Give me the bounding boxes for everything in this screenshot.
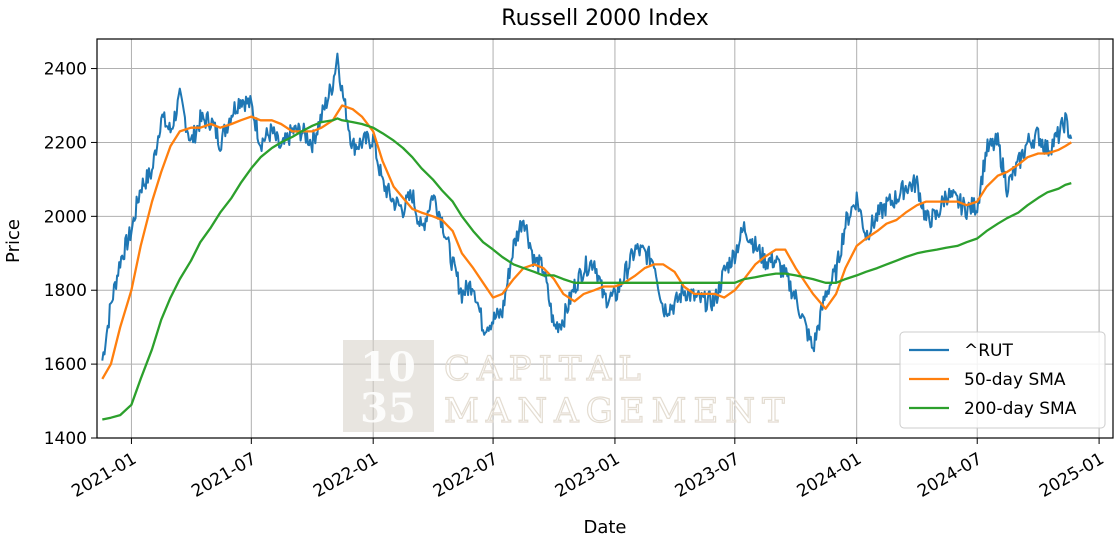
series-line-0 xyxy=(101,52,1073,361)
y-tick-label: 1800 xyxy=(44,281,87,301)
series-line-2 xyxy=(102,117,1072,421)
legend: ^RUT 50-day SMA 200-day SMA xyxy=(899,331,1106,429)
x-tick-label: 2021-07 xyxy=(188,449,260,502)
y-axis-label: Price xyxy=(3,219,24,263)
y-tick-label: 2400 xyxy=(44,60,87,80)
x-tick-label: 2024-07 xyxy=(914,449,986,502)
watermark-logo: 10 35 CAPITAL MANAGEMENT xyxy=(343,340,792,432)
x-tick-label: 2024-01 xyxy=(794,449,866,502)
x-axis-label: Date xyxy=(583,517,626,538)
legend-label: 50-day SMA xyxy=(964,370,1066,390)
x-tick-label: 2021-01 xyxy=(68,449,140,502)
x-tick-label: 2025-01 xyxy=(1036,449,1108,502)
watermark-word-top: CAPITAL xyxy=(444,349,648,389)
watermark-number-bottom: 35 xyxy=(360,385,416,432)
watermark-word-bottom: MANAGEMENT xyxy=(444,391,792,431)
y-tick-label: 1400 xyxy=(44,429,87,449)
watermark-number-top: 10 xyxy=(360,344,416,391)
x-tick-label: 2023-07 xyxy=(672,449,744,502)
legend-label: 200-day SMA xyxy=(964,399,1077,419)
series-lines xyxy=(101,52,1073,421)
x-tick-label: 2022-07 xyxy=(430,449,502,502)
watermark-box xyxy=(343,340,434,432)
x-tick-label: 2022-01 xyxy=(310,449,382,502)
x-tick-label: 2023-01 xyxy=(552,449,624,502)
legend-box xyxy=(899,331,1106,429)
chart-title: Russell 2000 Index xyxy=(501,6,708,31)
plot-frame xyxy=(96,38,1114,439)
y-tick-label: 2000 xyxy=(44,207,87,227)
x-axis-ticks: 2021-01 2021-07 2022-01 2022-07 2023-01 2023-… xyxy=(68,438,1108,502)
y-axis-ticks: 1400 1600 1800 2000 2200 2400 xyxy=(44,60,97,449)
series-line-1 xyxy=(101,104,1072,380)
legend-label: ^RUT xyxy=(964,341,1013,361)
y-tick-label: 1600 xyxy=(44,355,87,375)
y-tick-label: 2200 xyxy=(44,133,87,153)
